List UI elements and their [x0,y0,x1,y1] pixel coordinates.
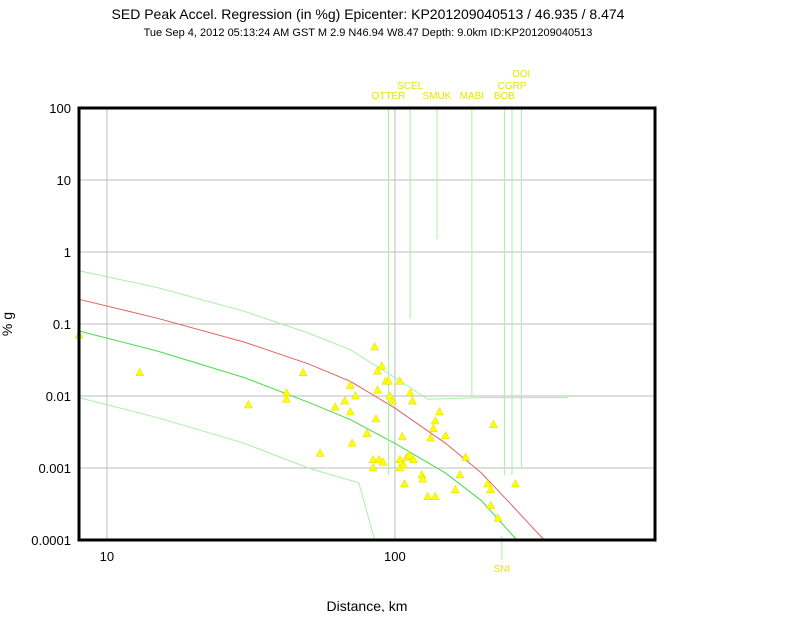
x-tick-label: 10 [100,549,114,564]
data-point [298,367,308,377]
station-label: SMUK [423,91,452,102]
upper-bound [78,270,569,400]
data-point [455,469,465,479]
data-point [395,454,405,464]
data-point [373,366,382,375]
data-point [486,500,496,509]
data-point [435,406,445,416]
lower-bound [78,397,376,541]
data-point [483,478,493,488]
data-point [371,413,381,423]
data-point [461,452,471,461]
data-point [330,402,340,411]
data-point [398,459,408,469]
data-point [486,484,496,493]
data-point [441,430,451,440]
y-tick-label: 0.01 [46,389,71,404]
data-point [489,419,498,428]
data-point [243,399,253,409]
data-point [384,376,393,385]
data-point [345,380,355,389]
data-point [450,484,460,493]
data-point [397,431,407,441]
data-point [347,438,357,447]
data-point [418,474,428,483]
grid-lines [79,107,655,541]
station-label: SCEL [397,81,424,92]
data-point [405,387,415,397]
station-label: SNI [493,564,510,575]
data-point [400,478,409,488]
y-axis-label: % g [0,312,15,336]
data-point [430,415,440,425]
data-point [362,428,372,437]
data-point [345,406,355,416]
tick-labels: 100 10 1 0.1 0.01 0.001 0.0001 10 100 [31,101,406,564]
regression-curves [78,270,569,541]
y-tick-label: 100 [49,101,71,116]
station-label: OTTER [372,91,406,102]
station-label: DOI [513,69,531,80]
y-tick-label: 10 [57,173,71,188]
x-axis-label: Distance, km [327,598,408,612]
data-point [135,367,145,377]
y-tick-label: 1 [64,245,71,260]
mean-curve [78,298,545,541]
data-point [340,396,350,405]
data-point [385,390,395,400]
data-point [351,390,360,400]
y-tick-label: 0.001 [38,461,71,476]
data-point [315,448,325,457]
y-tick-label: 0.1 [53,317,71,332]
data-point [387,396,397,405]
data-point [407,396,417,405]
y-tick-label: 0.0001 [31,533,71,548]
data-point [374,454,384,464]
data-point [281,394,291,403]
data-point [426,433,436,442]
data-point [368,454,378,464]
station-label: BOB [494,91,515,102]
data-point [510,478,520,488]
data-point [368,462,378,472]
data-point [404,450,414,459]
data-point [428,423,438,433]
chart-subtitle: Tue Sep 4, 2012 05:13:24 AM GST M 2.9 N4… [144,27,593,39]
lower-curve [78,330,518,541]
data-point [395,376,405,385]
data-point [430,491,440,500]
data-point [370,341,380,351]
data-points [74,330,520,522]
x-tick-label: 100 [384,549,406,564]
data-point [373,385,382,394]
data-point [493,513,503,522]
data-point [409,454,418,464]
chart-title: SED Peak Accel. Regression (in %g) Epice… [112,6,625,22]
plot-frame [77,106,657,542]
data-point [423,491,433,500]
data-point [377,361,387,370]
station-label: MABI [460,91,484,102]
data-point [378,457,388,466]
station-label: CGRP [498,81,527,92]
